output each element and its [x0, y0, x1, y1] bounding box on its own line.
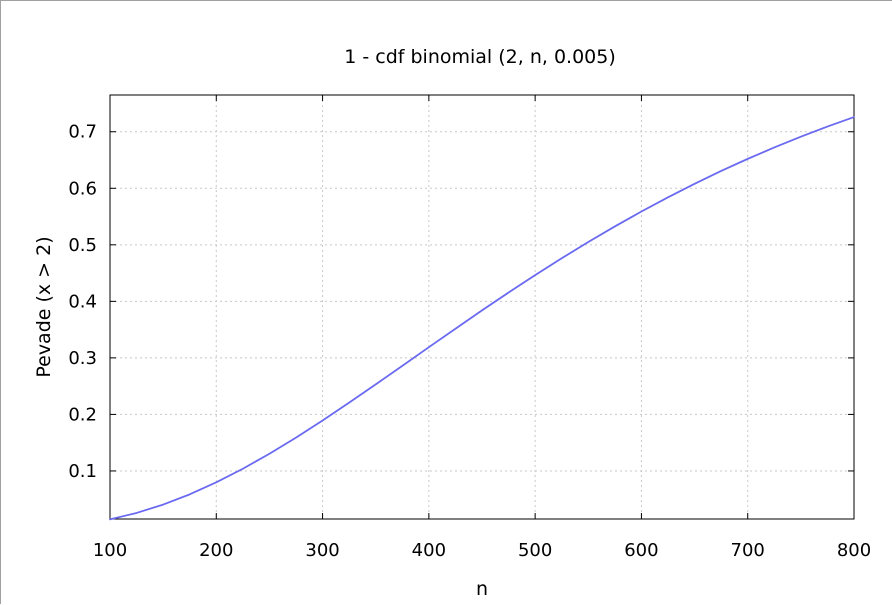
y-axis-tick-labels: 0.1 0.2 0.3 0.4 0.5 0.6 0.7 — [68, 122, 97, 482]
x-tick-label: 100 — [93, 540, 127, 561]
x-tick-label: 200 — [199, 540, 233, 561]
grid — [110, 95, 854, 519]
y-tick-label: 0.2 — [68, 404, 97, 425]
y-tick-label: 0.5 — [68, 235, 97, 256]
x-axis-title: n — [476, 578, 488, 600]
y-tick-label: 0.6 — [68, 178, 97, 199]
x-tick-label: 500 — [518, 540, 552, 561]
y-tick-label: 0.1 — [68, 461, 97, 482]
axis-ticks — [109, 95, 855, 519]
y-axis-title: Pevade (x > 2) — [33, 236, 55, 377]
x-tick-label: 600 — [624, 540, 658, 561]
x-axis-tick-labels: 100 200 300 400 500 600 700 800 — [93, 540, 871, 561]
x-tick-label: 700 — [731, 540, 765, 561]
series-layer — [109, 116, 855, 521]
y-tick-label: 0.3 — [68, 348, 97, 369]
plot-area — [109, 94, 855, 520]
y-tick-label: 0.7 — [68, 122, 97, 143]
x-tick-label: 300 — [305, 540, 339, 561]
series-line — [109, 116, 855, 521]
x-tick-label: 800 — [837, 540, 871, 561]
x-tick-label: 400 — [412, 540, 446, 561]
y-tick-label: 0.4 — [68, 291, 97, 312]
chart-title: 1 - cdf binomial (2, n, 0.005) — [344, 46, 616, 68]
